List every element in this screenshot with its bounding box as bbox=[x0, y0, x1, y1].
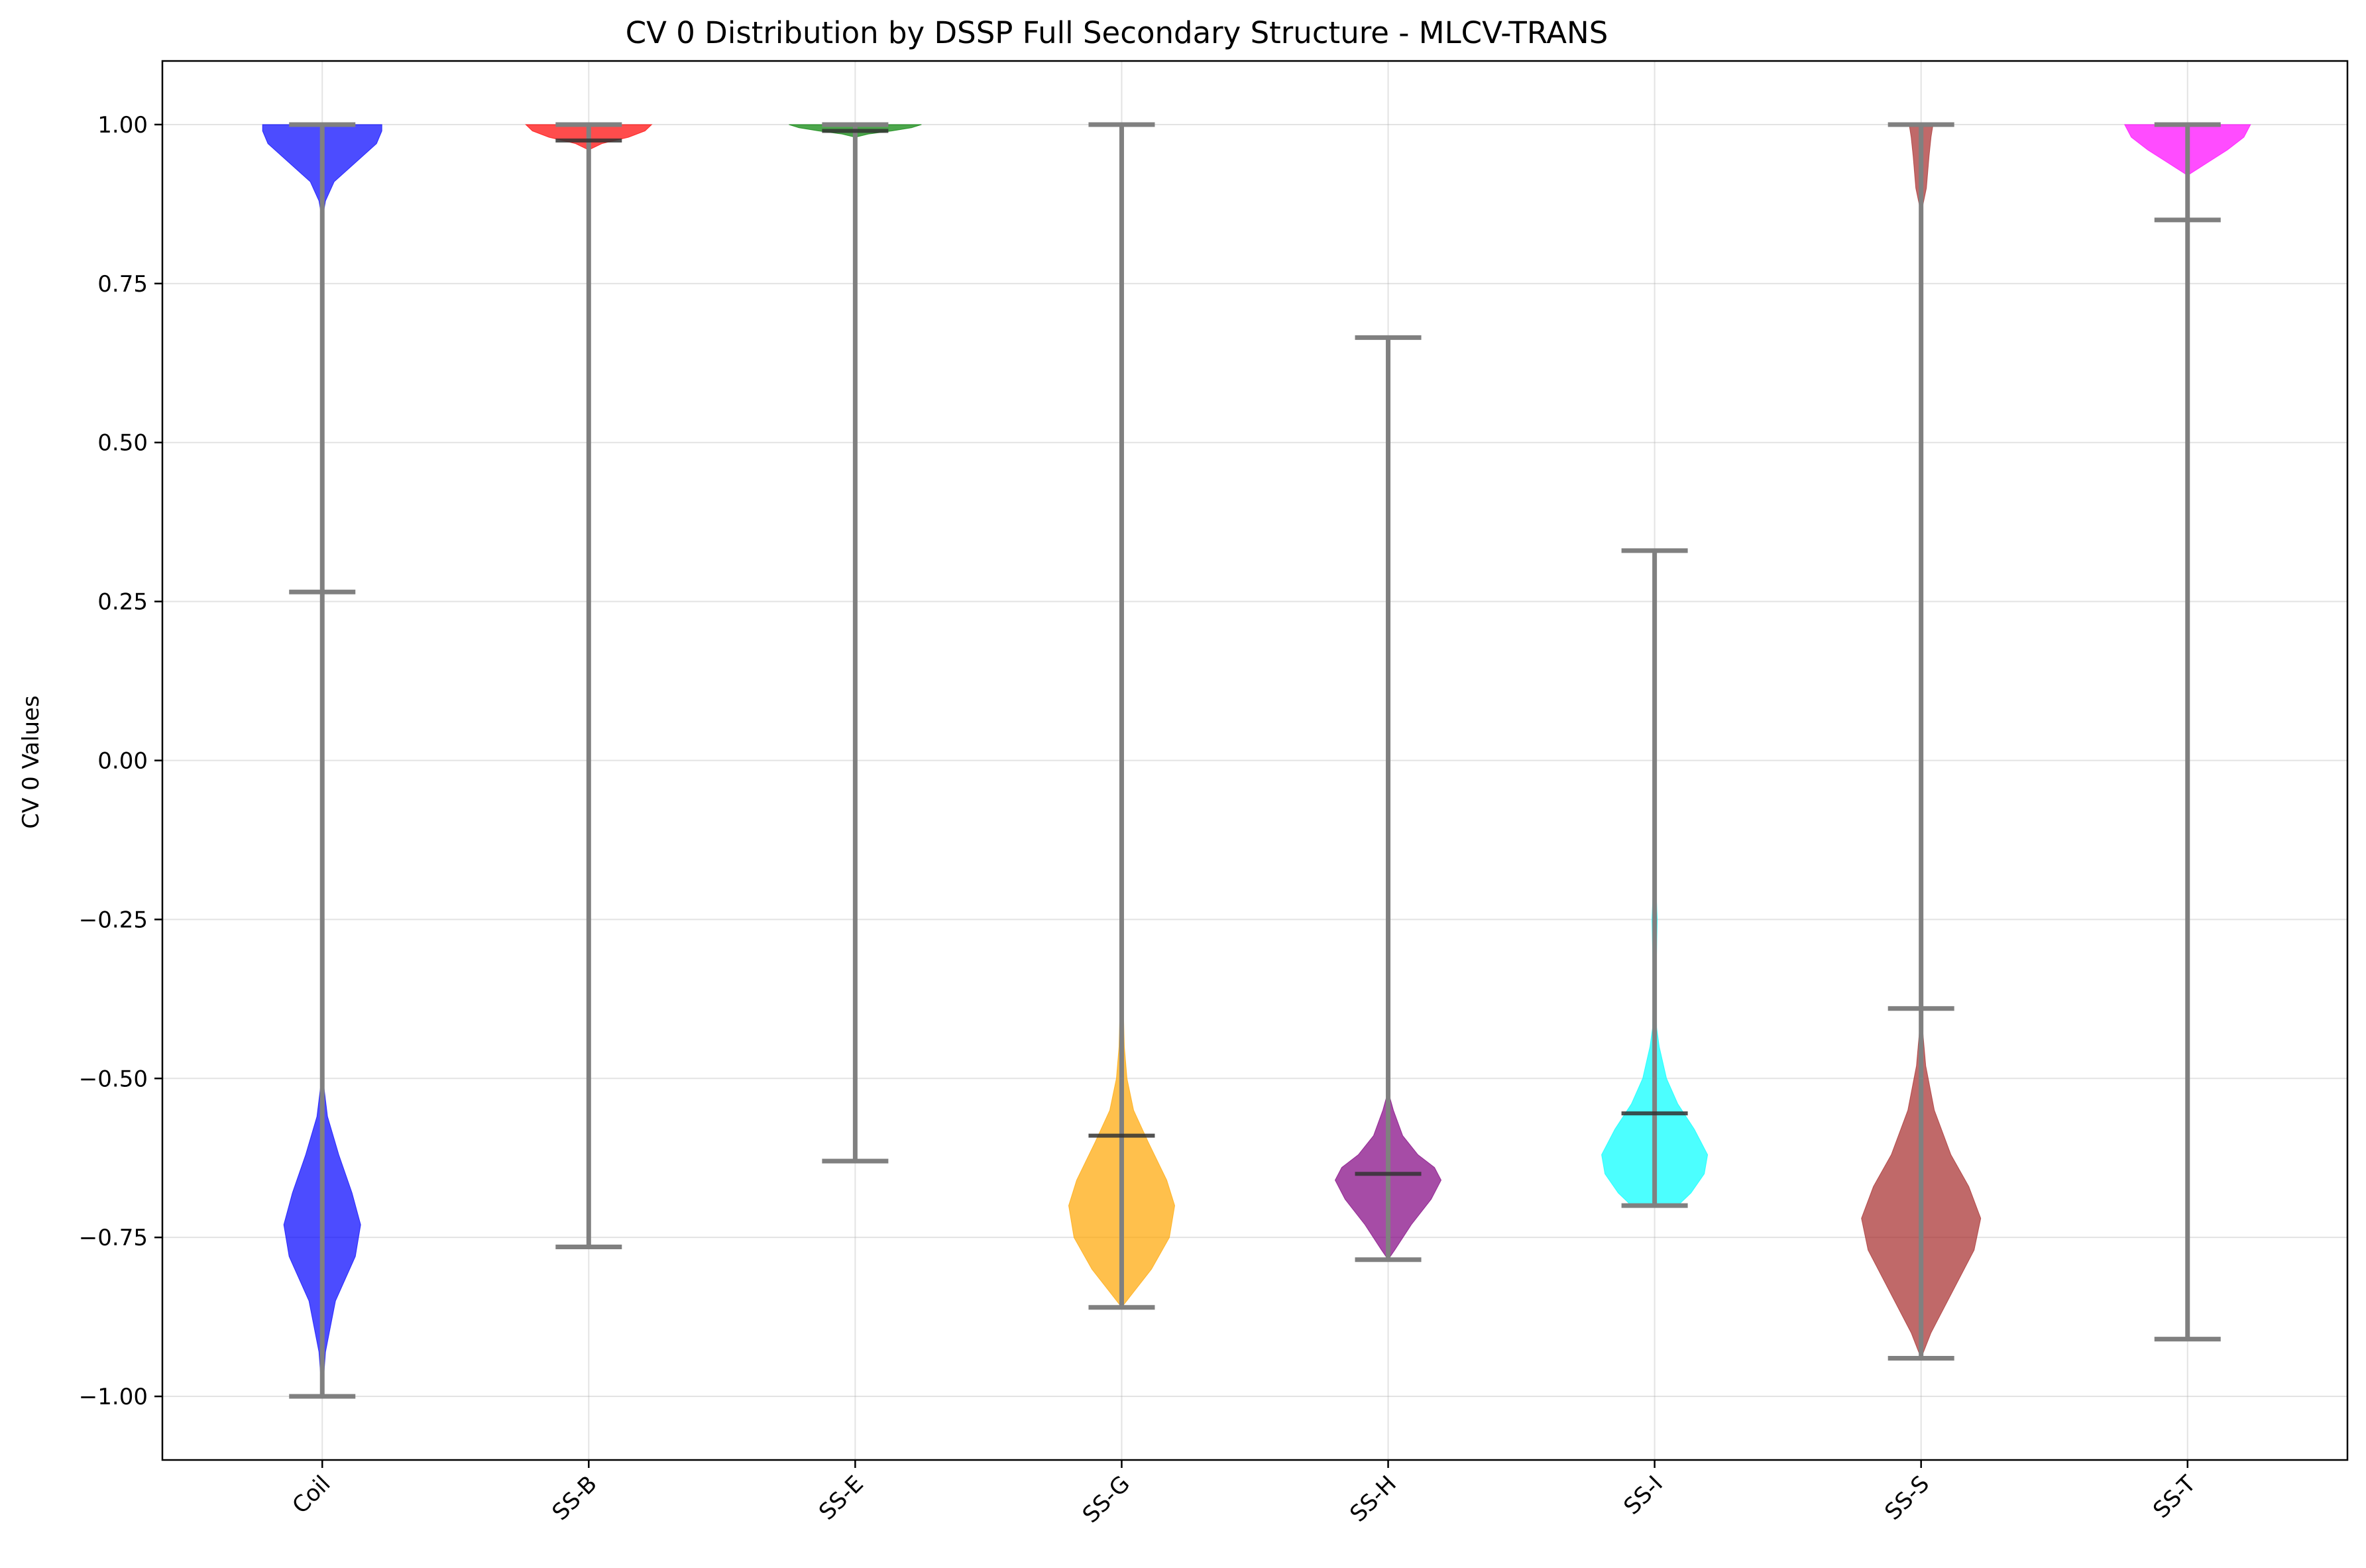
x-tick-label: SS-T bbox=[2148, 1471, 2201, 1524]
y-tick-label: 0.50 bbox=[97, 430, 148, 457]
plot-frame bbox=[161, 60, 2349, 1461]
y-tick-label: −0.75 bbox=[79, 1225, 148, 1251]
x-tick-label: SS-B bbox=[547, 1471, 602, 1526]
y-axis-ticks: 1.00 0.75 0.50 0.25 0.00 −0.25 −0.50 −0.75 −1.00 bbox=[79, 112, 162, 1410]
y-tick-label: 0.75 bbox=[97, 271, 148, 298]
x-tick-label: SS-E bbox=[814, 1471, 869, 1526]
grid-lines bbox=[162, 61, 2347, 1460]
x-tick-label: Coil bbox=[287, 1471, 335, 1519]
x-tick-label: SS-H bbox=[1345, 1471, 1402, 1528]
x-tick-label: SS-I bbox=[1618, 1471, 1668, 1520]
x-axis-ticks: Coil SS-B SS-E SS-G SS-H SS-I SS-S SS-T bbox=[287, 1460, 2201, 1528]
x-tick-label: SS-S bbox=[1880, 1471, 1935, 1526]
x-tick-label: SS-G bbox=[1078, 1471, 1135, 1528]
whiskers bbox=[289, 122, 2221, 1399]
y-axis-label: CV 0 Values bbox=[18, 695, 44, 828]
y-tick-label: 1.00 bbox=[97, 112, 148, 139]
y-tick-label: −0.50 bbox=[79, 1066, 148, 1092]
y-tick-label: −1.00 bbox=[79, 1384, 148, 1410]
y-tick-label: −0.25 bbox=[79, 907, 148, 933]
chart-title: CV 0 Distribution by DSSP Full Secondary… bbox=[626, 15, 1608, 50]
y-tick-label: 0.25 bbox=[97, 589, 148, 616]
y-tick-label: 0.00 bbox=[97, 748, 148, 775]
